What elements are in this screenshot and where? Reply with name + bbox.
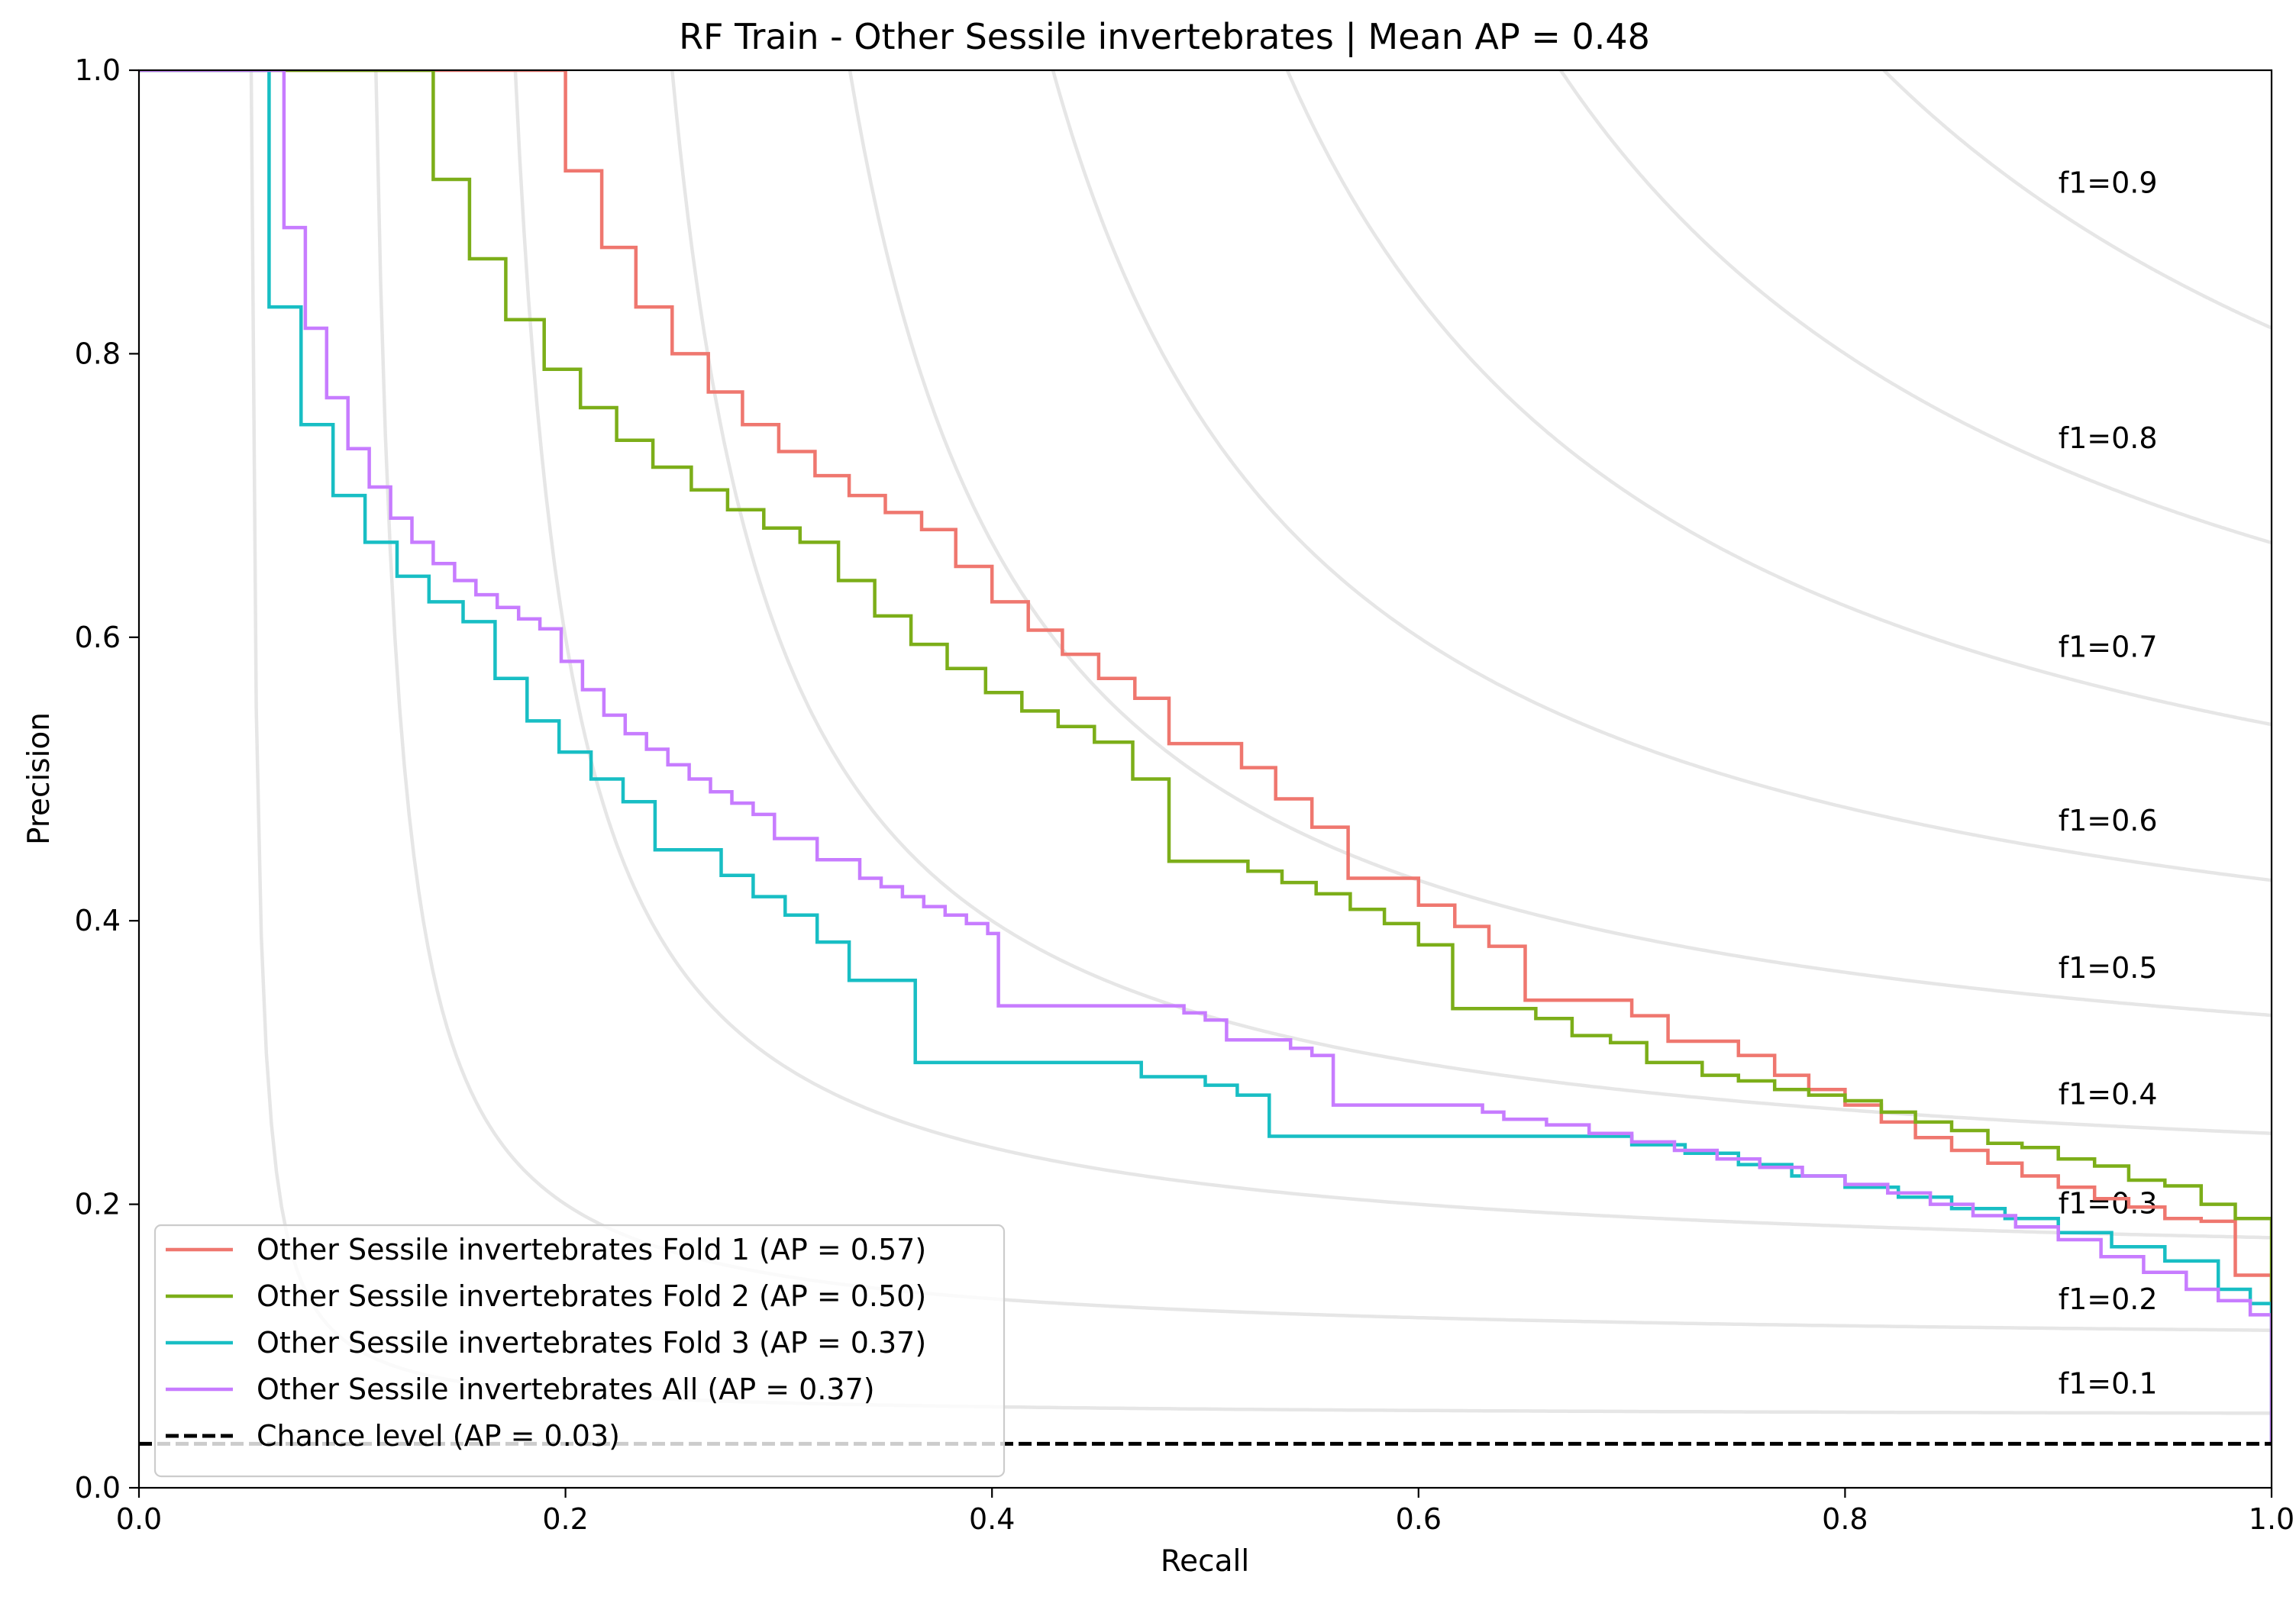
iso-f1-label: f1=0.9	[2059, 166, 2158, 200]
legend-label: Other Sessile invertebrates All (AP = 0.…	[257, 1373, 875, 1406]
legend-box	[153, 1224, 1006, 1478]
iso-f1-curve	[1051, 70, 2272, 882]
y-tick-label: 0.6	[75, 621, 121, 654]
iso-f1-curve	[513, 70, 2272, 1240]
x-tick-label: 0.6	[1396, 1502, 1442, 1536]
y-tick-label: 0.2	[75, 1188, 121, 1221]
iso-f1-curve	[1559, 70, 2272, 545]
iso-f1-curve	[848, 70, 2272, 1018]
y-tick-label: 0.8	[75, 337, 121, 370]
y-tick-label: 0.0	[75, 1471, 121, 1505]
y-tick-label: 1.0	[75, 53, 121, 87]
iso-f1-labels: f1=0.1 f1=0.2 f1=0.3 f1=0.4 f1=0.5 f1=0.6 f1=0…	[2059, 166, 2158, 1401]
iso-f1-label: f1=0.2	[2059, 1282, 2158, 1316]
iso-f1-curve	[1285, 70, 2272, 727]
x-tick-label: 0.0	[116, 1502, 162, 1536]
x-tick-label: 0.8	[1822, 1502, 1868, 1536]
iso-f1-label: f1=0.1	[2059, 1367, 2158, 1401]
iso-f1-curve	[670, 70, 2272, 1136]
legend-label: Other Sessile invertebrates Fold 1 (AP =…	[257, 1233, 926, 1266]
series-line	[139, 70, 2272, 1446]
series-line	[139, 70, 2272, 1304]
iso-f1-label: f1=0.3	[2059, 1187, 2158, 1221]
iso-f1-label: f1=0.4	[2059, 1077, 2158, 1111]
plot-frame	[137, 69, 2273, 1489]
x-tick-label: 0.4	[969, 1502, 1015, 1536]
series-line	[139, 70, 2272, 1446]
chart-title: RF Train - Other Sessile invertebrates |…	[679, 16, 1650, 58]
x-axis-ticks: 0.0 0.2 0.4 0.6 0.8 1.0	[116, 1488, 2294, 1536]
legend-label: Other Sessile invertebrates Fold 3 (AP =…	[257, 1326, 926, 1360]
iso-f1-label: f1=0.8	[2059, 421, 2158, 455]
iso-f1-label: f1=0.6	[2059, 804, 2158, 837]
x-axis-label: Recall	[1161, 1544, 1249, 1579]
y-axis-label: Precision	[22, 712, 57, 845]
iso-f1-curves	[249, 70, 2272, 1415]
iso-f1-curve	[1882, 70, 2272, 330]
x-tick-label: 0.2	[542, 1502, 588, 1536]
y-axis-ticks: 0.0 0.2 0.4 0.6 0.8 1.0	[75, 53, 139, 1505]
iso-f1-label: f1=0.5	[2059, 951, 2158, 985]
legend-label: Chance level (AP = 0.03)	[257, 1419, 620, 1453]
x-tick-label: 1.0	[2249, 1502, 2294, 1536]
y-tick-label: 0.4	[75, 904, 121, 937]
iso-f1-label: f1=0.7	[2059, 630, 2158, 663]
legend-label: Other Sessile invertebrates Fold 2 (AP =…	[257, 1279, 926, 1313]
iso-f1-curve	[249, 70, 2272, 1415]
legend: Other Sessile invertebrates Fold 1 (AP =…	[153, 1224, 1006, 1478]
